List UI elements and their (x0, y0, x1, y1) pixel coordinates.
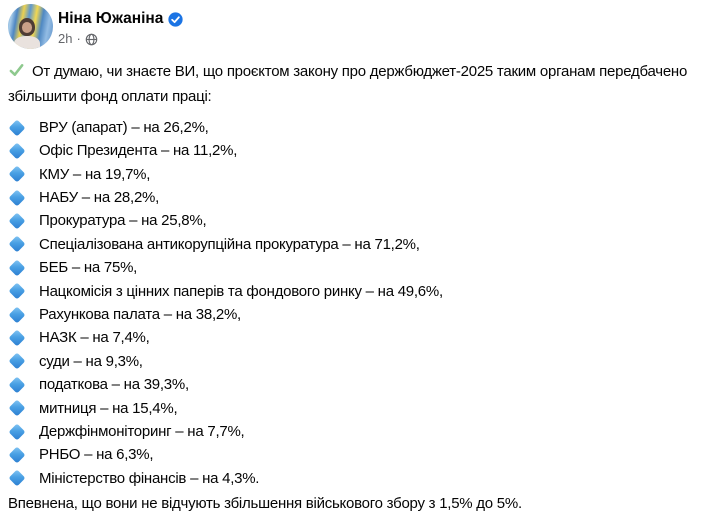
list-item-text: Прокуратура – на 25,8%, (39, 212, 207, 230)
intro-text: От думаю, чи знаєте ВИ, що проєктом зако… (8, 63, 688, 106)
post-meta-row: 2h · (58, 32, 710, 46)
list-item: НАБУ – на 28,2%, (8, 186, 700, 209)
list-item: Міністерство фінансів – на 4,3%. (8, 467, 700, 490)
list-item-text: РНБО – на 6,3%, (39, 446, 154, 464)
post-header: Ніна Южаніна 2h · (0, 0, 710, 57)
meta-separator: · (76, 31, 81, 46)
blue-diamond-icon (8, 165, 39, 183)
author-row: Ніна Южаніна (58, 9, 710, 28)
blue-diamond-icon (8, 446, 39, 464)
blue-diamond-icon (8, 212, 39, 230)
blue-diamond-icon (8, 142, 39, 160)
blue-diamond-icon (8, 376, 39, 394)
list-item: РНБО – на 6,3%, (8, 443, 700, 466)
blue-diamond-icon (8, 189, 39, 207)
blue-diamond-icon (8, 119, 39, 136)
verified-badge-icon (168, 11, 184, 27)
list-item-text: ВРУ (апарат) – на 26,2%, (39, 118, 209, 136)
avatar-person-face (21, 22, 32, 33)
author-name[interactable]: Ніна Южаніна (58, 10, 164, 27)
list-item-text: БЕБ – на 75%, (39, 259, 138, 277)
blue-diamond-icon (8, 469, 39, 487)
list-item: суди – на 9,3%, (8, 350, 700, 373)
list-item: КМУ – на 19,7%, (8, 163, 700, 186)
blue-diamond-icon (8, 423, 39, 441)
list-item-text: Спеціалізована антикорупційна прокуратур… (39, 235, 420, 253)
blue-diamond-icon (8, 329, 39, 347)
list-item-text: суди – на 9,3%, (39, 352, 143, 370)
list-item-text: Міністерство фінансів – на 4,3%. (39, 469, 260, 487)
header-meta: Ніна Южаніна 2h · (58, 4, 710, 46)
intro-paragraph: От думаю, чи знаєте ВИ, що проєктом зако… (8, 60, 700, 109)
list-item: ВРУ (апарат) – на 26,2%, (8, 116, 700, 139)
list-item-text: Нацкомісія з цінних паперів та фондового… (39, 282, 443, 300)
list-item: БЕБ – на 75%, (8, 256, 700, 279)
outro-paragraph: Впевнена, що вони не відчують збільшення… (8, 495, 522, 513)
list-item-text: КМУ – на 19,7%, (39, 165, 151, 183)
list-item: Прокуратура – на 25,8%, (8, 209, 700, 232)
blue-diamond-icon (8, 282, 39, 300)
green-check-icon (8, 62, 25, 85)
list-item: Нацкомісія з цінних паперів та фондового… (8, 280, 700, 303)
blue-diamond-icon (8, 306, 39, 324)
list-item: Держфінмоніторинг – на 7,7%, (8, 420, 700, 443)
blue-diamond-icon (8, 352, 39, 370)
list-item: Рахункова палата – на 38,2%, (8, 303, 700, 326)
blue-diamond-icon (8, 259, 39, 277)
blue-diamond-icon (8, 235, 39, 253)
avatar-person-torso (14, 36, 41, 49)
list-item: Спеціалізована антикорупційна прокуратур… (8, 233, 700, 256)
blue-diamond-icon (8, 399, 39, 417)
list-item-text: податкова – на 39,3%, (39, 376, 189, 394)
list-item: митниця – на 15,4%, (8, 397, 700, 420)
list-item-text: Офіс Президента – на 11,2%, (39, 142, 238, 160)
list-item-text: Рахункова палата – на 38,2%, (39, 305, 241, 323)
list-item-text: Держфінмоніторинг – на 7,7%, (39, 422, 245, 440)
list-item-text: НАЗК – на 7,4%, (39, 329, 150, 347)
avatar[interactable] (8, 4, 53, 49)
post-content: От думаю, чи знаєте ВИ, що проєктом зако… (0, 57, 710, 515)
list-item: податкова – на 39,3%, (8, 373, 700, 396)
timestamp[interactable]: 2h (58, 31, 73, 46)
list-item-text: НАБУ – на 28,2%, (39, 188, 160, 206)
list-item: НАЗК – на 7,4%, (8, 326, 700, 349)
globe-icon (85, 33, 98, 46)
list-item-text: митниця – на 15,4%, (39, 399, 178, 417)
list-item: Офіс Президента – на 11,2%, (8, 139, 700, 162)
items-list: ВРУ (апарат) – на 26,2%, Офіс Президента… (8, 116, 700, 490)
